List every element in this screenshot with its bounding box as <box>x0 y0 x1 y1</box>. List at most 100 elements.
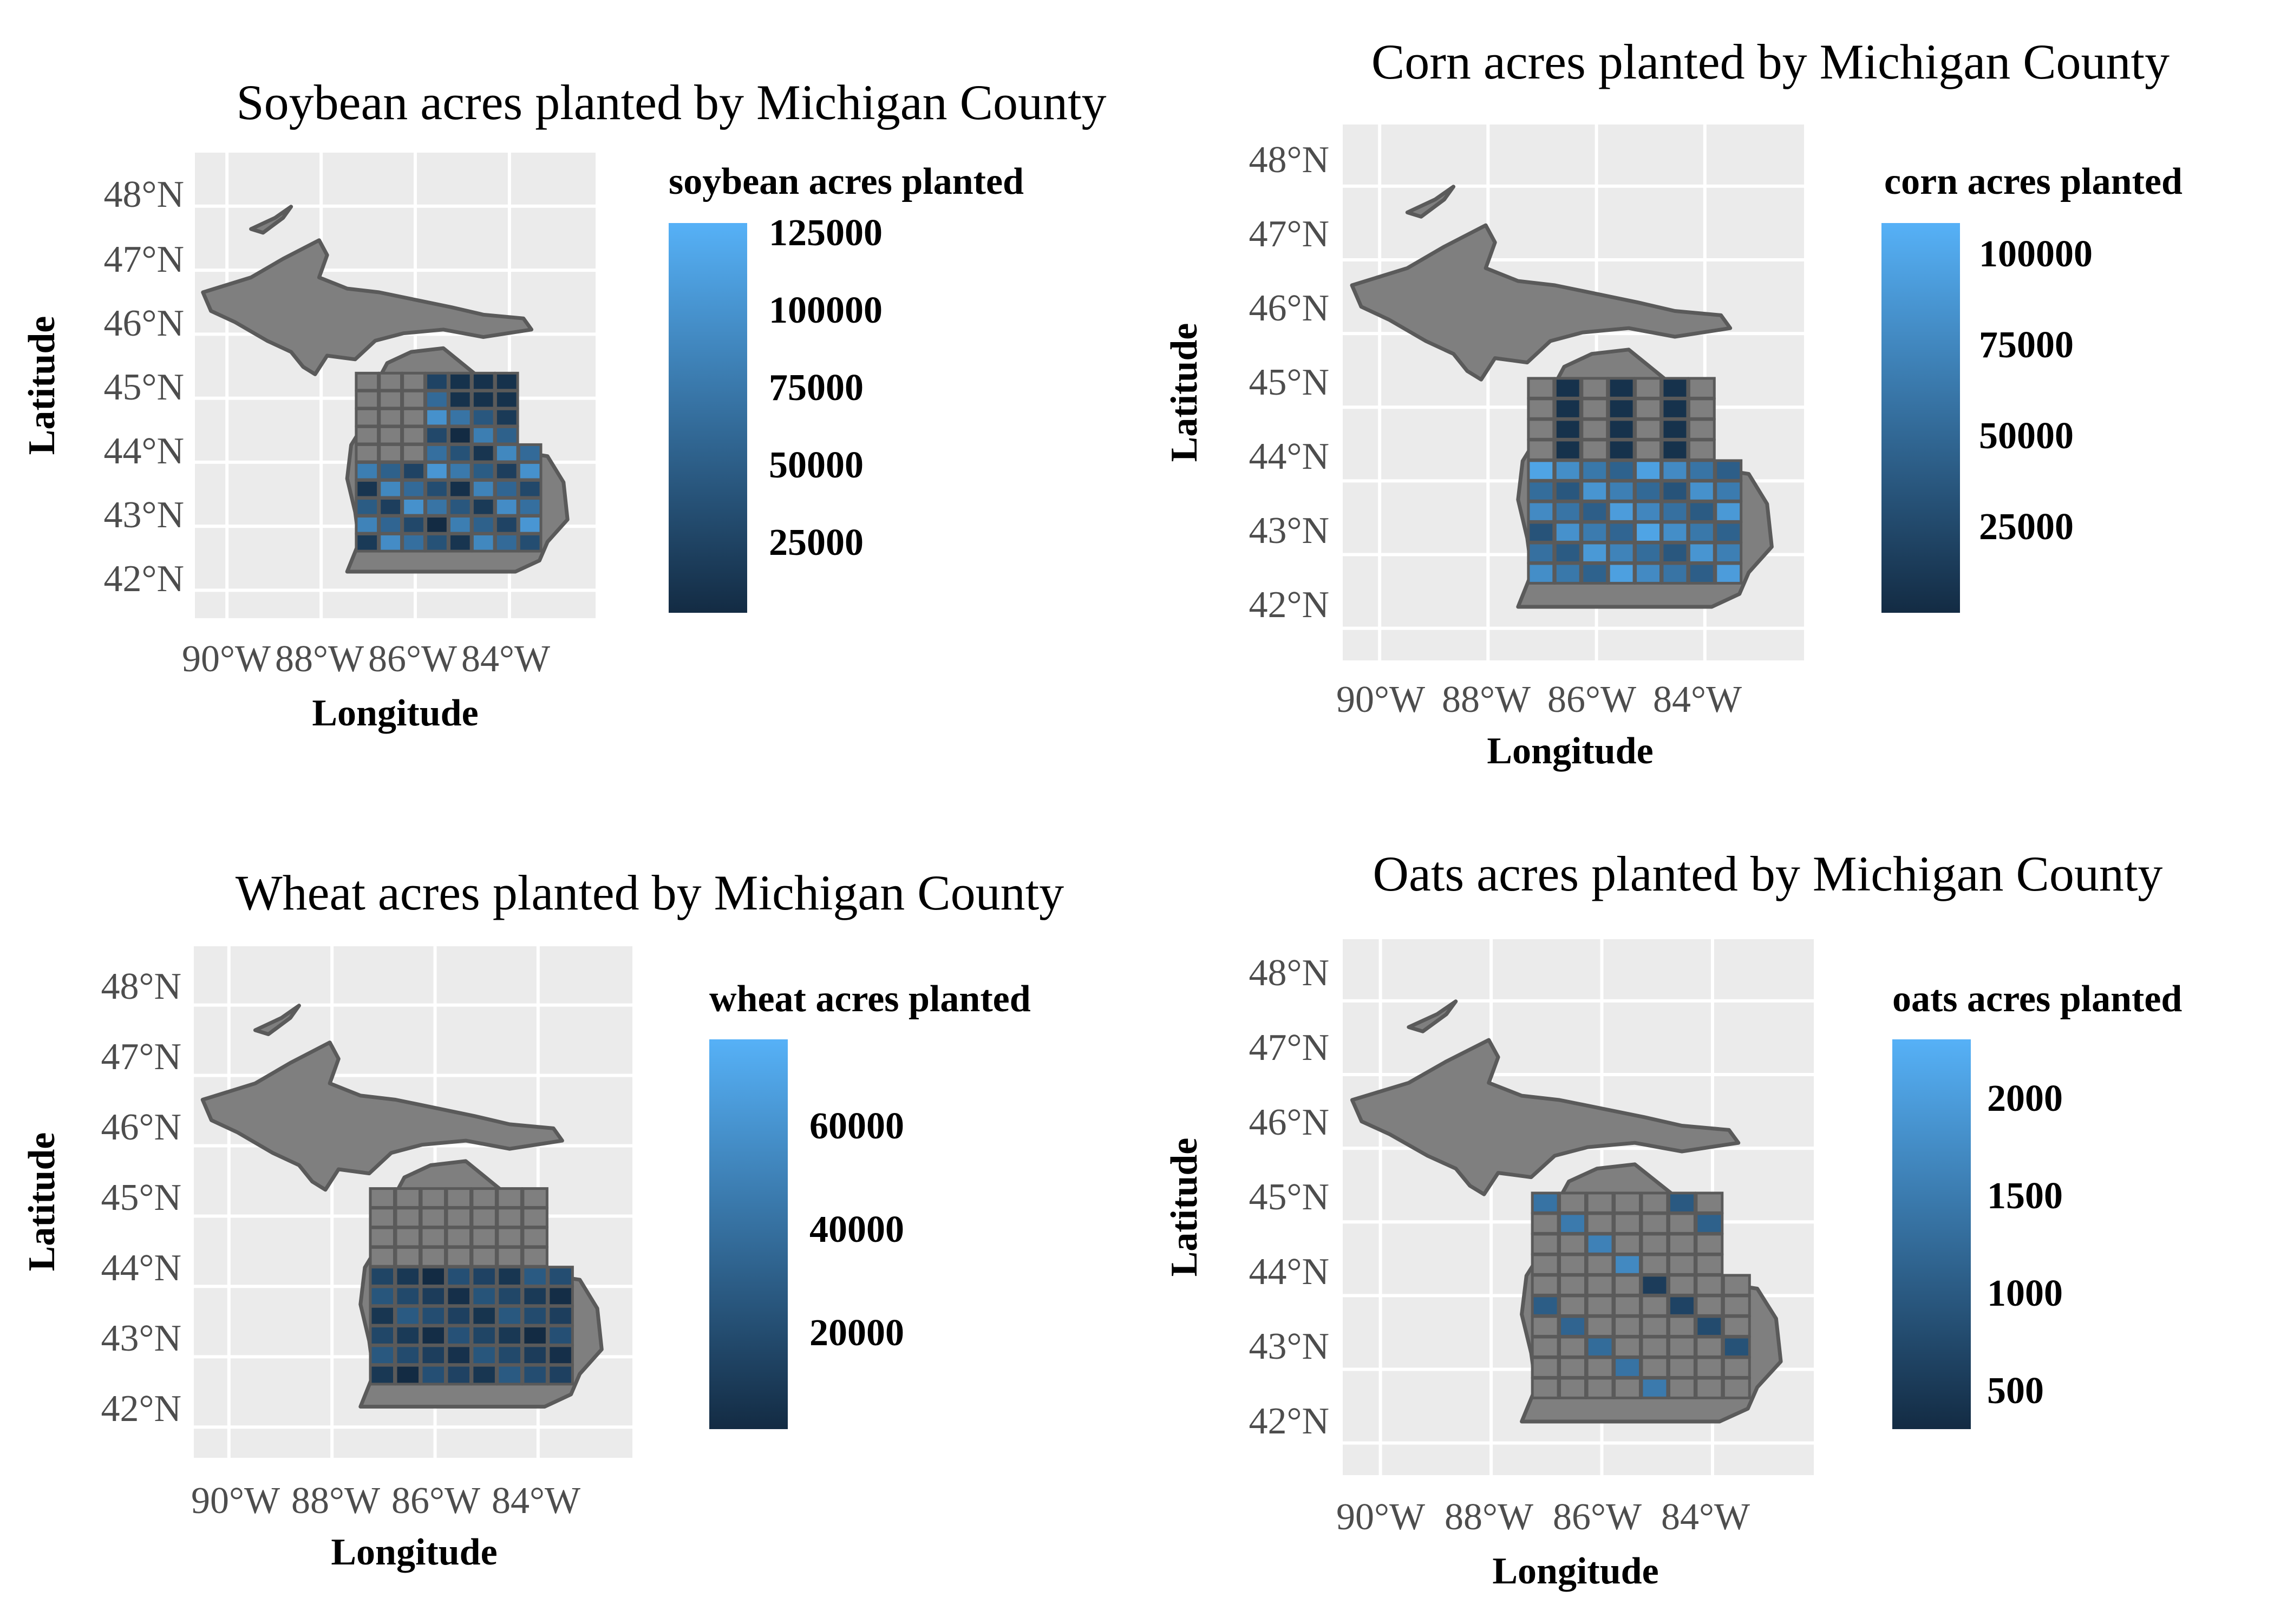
county <box>369 1344 396 1366</box>
county <box>1527 397 1556 420</box>
legend-tick-label: 1500 <box>1987 1175 2063 1217</box>
y-axis: 48°N 47°N 46°N 45°N 44°N 43°N 42°N Latit… <box>21 966 181 1430</box>
county <box>1527 377 1556 400</box>
x-axis-title: Longitude <box>1487 730 1653 772</box>
county <box>1607 500 1636 523</box>
county <box>1553 418 1582 441</box>
county <box>471 371 496 392</box>
legend-tick-label: 25000 <box>1979 506 2074 548</box>
upper-peninsula <box>1350 1038 1741 1196</box>
y-tick-label: 42°N <box>1249 584 1329 626</box>
county <box>1661 418 1689 441</box>
county <box>1668 1233 1696 1255</box>
county <box>1607 480 1636 502</box>
county <box>1531 1212 1560 1235</box>
county <box>448 443 473 463</box>
y-tick-label: 43°N <box>1249 510 1329 552</box>
county <box>1527 459 1556 482</box>
county <box>1668 1253 1696 1276</box>
legend: soybean acres planted 125000 100000 7500… <box>669 161 1024 613</box>
county <box>496 1344 523 1366</box>
county <box>445 1364 472 1386</box>
county <box>1553 541 1582 564</box>
y-tick-label: 44°N <box>1249 1251 1329 1293</box>
county <box>1580 377 1609 400</box>
county <box>1634 418 1663 441</box>
county <box>1714 459 1743 482</box>
county <box>1580 562 1609 585</box>
county <box>471 497 496 517</box>
county <box>1531 1377 1560 1399</box>
legend-tick-label: 100000 <box>769 290 883 331</box>
county <box>496 1285 523 1307</box>
county <box>1585 1356 1615 1379</box>
county <box>1640 1377 1669 1399</box>
panel-title: Corn acres planted by Michigan County <box>1371 34 2170 89</box>
county <box>1527 418 1556 441</box>
y-tick-label: 46°N <box>103 303 184 344</box>
legend-tick-label: 2000 <box>1987 1078 2063 1119</box>
county <box>496 1226 523 1248</box>
michigan-map <box>200 1004 604 1409</box>
county <box>1722 1335 1751 1358</box>
county <box>1634 459 1663 482</box>
panel-title: Oats acres planted by Michigan County <box>1373 846 2163 901</box>
x-axis: 90°W 88°W 86°W 84°W Longitude <box>191 1480 580 1573</box>
county <box>1687 397 1716 420</box>
county <box>420 1246 447 1268</box>
county <box>1558 1315 1587 1338</box>
county <box>494 461 519 481</box>
y-axis: 48°N 47°N 46°N 45°N 44°N 43°N 42°N Latit… <box>1164 952 1329 1442</box>
county <box>547 1266 574 1287</box>
county <box>1695 1233 1724 1255</box>
county <box>496 1266 523 1287</box>
county <box>424 407 449 428</box>
county <box>521 1266 548 1287</box>
county <box>1527 500 1556 523</box>
county <box>369 1226 396 1248</box>
county <box>1634 562 1663 585</box>
county <box>448 389 473 410</box>
county <box>1580 418 1609 441</box>
county <box>1640 1356 1669 1379</box>
county <box>369 1246 396 1268</box>
county <box>369 1305 396 1327</box>
county <box>1687 377 1716 400</box>
county <box>1668 1212 1696 1235</box>
y-tick-label: 46°N <box>101 1106 181 1148</box>
county <box>369 1187 396 1209</box>
county <box>1553 438 1582 461</box>
county <box>355 479 380 499</box>
county <box>378 497 403 517</box>
county <box>401 389 426 410</box>
county <box>1634 500 1663 523</box>
legend-title: wheat acres planted <box>709 978 1031 1020</box>
county <box>401 515 426 535</box>
county <box>445 1207 472 1229</box>
county <box>1580 480 1609 502</box>
x-axis: 90°W 88°W 86°W 84°W Longitude <box>1336 1496 1750 1592</box>
county <box>471 1325 498 1346</box>
county <box>1722 1356 1751 1379</box>
county <box>394 1305 421 1327</box>
y-tick-label: 48°N <box>1249 952 1329 994</box>
county <box>448 371 473 392</box>
county <box>1585 1253 1615 1276</box>
county <box>355 371 380 392</box>
county <box>517 443 543 463</box>
county <box>521 1285 548 1307</box>
county <box>378 425 403 446</box>
panel-title: Soybean acres planted by Michigan County <box>236 75 1106 130</box>
county <box>547 1305 574 1327</box>
legend-colorbar <box>1892 1039 1971 1429</box>
michigan-map <box>1350 999 1783 1424</box>
county <box>471 407 496 428</box>
county <box>1613 1191 1642 1214</box>
county <box>1527 541 1556 564</box>
county <box>471 1226 498 1248</box>
county <box>547 1344 574 1366</box>
county <box>517 515 543 535</box>
county <box>378 407 403 428</box>
legend-tick-label: 75000 <box>1979 324 2074 366</box>
county <box>1687 541 1716 564</box>
